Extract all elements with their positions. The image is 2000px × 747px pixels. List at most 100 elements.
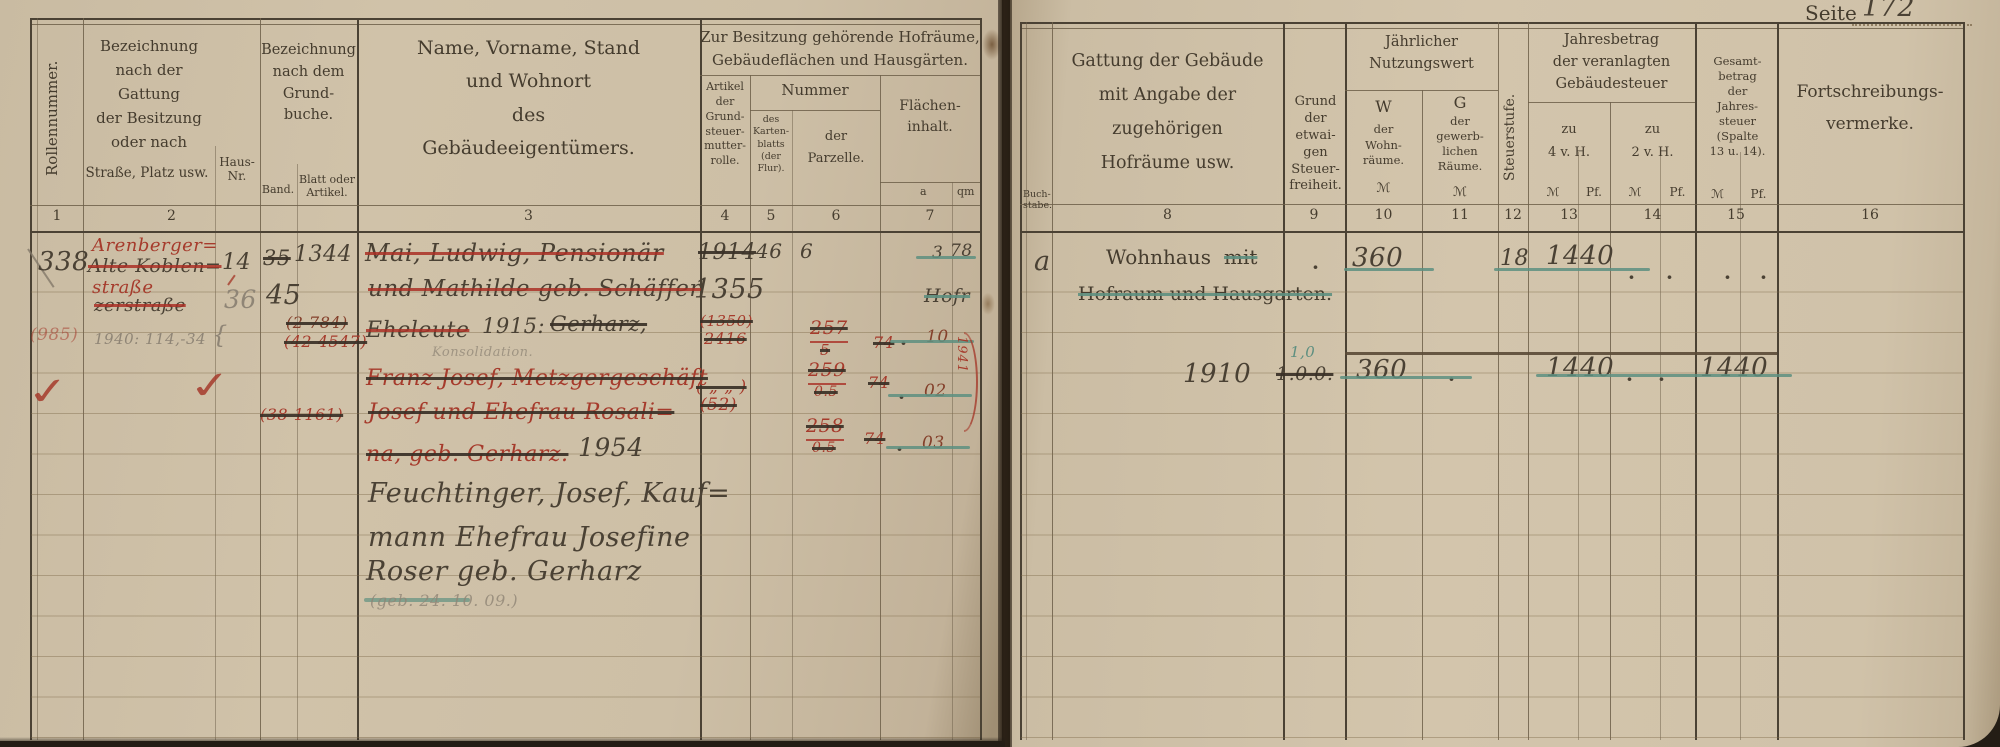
grid-line — [1052, 22, 1053, 740]
column-header-kartenblatt: des Karten- blatts (der Flur). — [752, 114, 790, 175]
flaeche-row3: 10 — [926, 327, 949, 347]
column-number: 11 — [1451, 207, 1469, 223]
column-header-flaecheninhalt: Flächen- inhalt. — [899, 98, 961, 135]
ruled-rows — [1021, 252, 1963, 740]
grid-line — [750, 110, 880, 111]
column-header-parzelle: der Parzelle. — [807, 129, 865, 167]
grid-line — [750, 75, 751, 740]
pencil-note-1940: 1940: 114,-34 — [94, 330, 207, 348]
flaeche-row1-a: 3 — [932, 243, 944, 263]
ruled-rows — [31, 252, 980, 741]
pencil-note-konsolidation: Konsolidation. — [432, 345, 534, 360]
grid-line — [980, 18, 982, 740]
steuer4-row2: 1440 — [1546, 353, 1615, 383]
column-header-g: G — [1453, 93, 1467, 112]
column-header-strasse: Straße, Platz usw. — [85, 165, 209, 181]
unit-label-a: a — [920, 185, 927, 198]
ditto-dot: · — [1658, 367, 1665, 391]
column-header-name: Name, Vorname, Stand und Wohnort des Geb… — [416, 37, 641, 159]
grundbuch-row5: (38 1161) — [260, 405, 344, 424]
ditto-dot: · — [1312, 255, 1319, 279]
currency-mark: ℳ — [1546, 185, 1560, 199]
grid-line — [1610, 102, 1611, 740]
page-gutter — [998, 0, 1012, 747]
column-number: 16 — [1861, 207, 1879, 223]
column-header-artikel: Artikel der Grund- steuer- mutter- rolle… — [704, 80, 746, 168]
currency-mark: ℳ — [1453, 185, 1467, 200]
group-header-nummer: Nummer — [781, 81, 849, 99]
bottom-shadow — [0, 737, 1005, 747]
owner-line10-birthdate: (geb. 24. 10. 09.) — [370, 591, 519, 610]
teal-strike — [890, 340, 974, 343]
ditto-dot: · — [1724, 265, 1731, 289]
parzelle-row5-den: 0.5 — [812, 440, 836, 456]
group-header-hofraeume: Zur Besitzung gehörende Hofräume, Gebäud… — [700, 28, 980, 69]
gattung-wohnhaus: Wohnhaus — [1106, 245, 1211, 269]
ditto-dot: · — [896, 437, 903, 461]
parzelle-row4-num: 259 — [808, 359, 846, 385]
teal-strike — [1536, 374, 1792, 377]
house-number-old: 14 — [222, 250, 251, 275]
column-number: 15 — [1727, 207, 1745, 223]
pencil-brace: { — [212, 321, 228, 349]
grid-line — [700, 18, 702, 740]
grid-line — [1020, 22, 1963, 24]
street-name-old-line2: zerstraße — [94, 295, 186, 316]
grid-line — [1422, 90, 1423, 740]
artikel-row3a: (1350) — [700, 312, 753, 330]
column-header-gewerbliche: der gewerb- lichen Räume. — [1436, 114, 1484, 173]
street-name-new-line1: Arenberger= — [92, 235, 218, 256]
artikel-row4: ( „ „ ) — [696, 377, 747, 397]
teal-strike — [916, 256, 976, 259]
grid-line — [1345, 90, 1498, 91]
grid-line — [30, 18, 32, 740]
grid-line — [30, 18, 980, 20]
teal-strike — [888, 394, 972, 397]
teal-strike — [1494, 268, 1650, 271]
column-number: 13 — [1560, 207, 1578, 223]
year-1910: 1910 — [1183, 359, 1252, 389]
flaeche-row5: 03 — [922, 433, 945, 453]
column-number: 10 — [1374, 207, 1393, 223]
red-check-mark: ✓ — [185, 362, 235, 410]
grid-line — [30, 231, 980, 233]
grid-line — [1020, 204, 1963, 205]
parzelle-row3-extra: 74 — [873, 333, 895, 352]
owner-line7: Feuchtinger, Josef, Kauf= — [368, 478, 731, 509]
artikel-row3b: 2416 — [704, 329, 747, 348]
currency-mark: ℳ — [1376, 181, 1391, 196]
grid-line — [1963, 22, 1965, 740]
owner-line6: na, geb. Gerharz. — [366, 442, 569, 467]
owner-line1: Mai, Ludwig, Pensionär — [365, 239, 664, 267]
ditto-dot: · — [1626, 367, 1633, 391]
owner-line3-eheleute: Eheleute — [366, 318, 470, 343]
grid-line — [37, 18, 38, 740]
grid-line — [1498, 22, 1499, 740]
flaeche-row1-qm: 78 — [950, 241, 973, 261]
artikel-row1: 1914 — [698, 240, 756, 265]
steuer4-row1: 1440 — [1546, 241, 1615, 271]
band-old: 35 — [263, 246, 291, 270]
blatt-old: 1344 — [294, 242, 352, 267]
street-name-old-line1: Alte Koblen= — [88, 255, 222, 277]
grid-line — [83, 18, 84, 740]
heavy-rule — [1345, 352, 1777, 355]
buchstabe-value: a — [1034, 246, 1051, 277]
parzelle-row4-den: 0.5 — [814, 384, 838, 400]
column-header-bezeichnung-gattung: Bezeichnung nach der Gattung der Besitzu… — [96, 37, 202, 151]
page-number: 172 — [1862, 0, 1916, 23]
column-header-band: Band. — [261, 183, 295, 196]
parzelle-row1: 6 — [800, 239, 814, 263]
grid-line — [1026, 22, 1027, 740]
group-header-jahresbetrag: Jahresbetrag der veranlagten Gebäudesteu… — [1552, 32, 1671, 92]
currency-pfennig: Pf. — [1586, 185, 1602, 199]
column-number: 9 — [1309, 207, 1319, 223]
ditto-dot: · — [1628, 265, 1635, 289]
column-header-steuerfreiheit: Grund der etwai- gen Steuer- freiheit. — [1289, 94, 1342, 194]
owner-line5: Josef und Ehefrau Rosali= — [368, 400, 675, 425]
ditto-dot: · — [1760, 265, 1767, 289]
column-header-grundbuch: Bezeichnung nach dem Grund- buche. — [261, 42, 356, 124]
parzelle-row3-den: 5 — [820, 341, 831, 359]
currency-mark: ℳ — [1711, 187, 1724, 201]
parzelle-row5-extra: 74 — [864, 429, 886, 448]
